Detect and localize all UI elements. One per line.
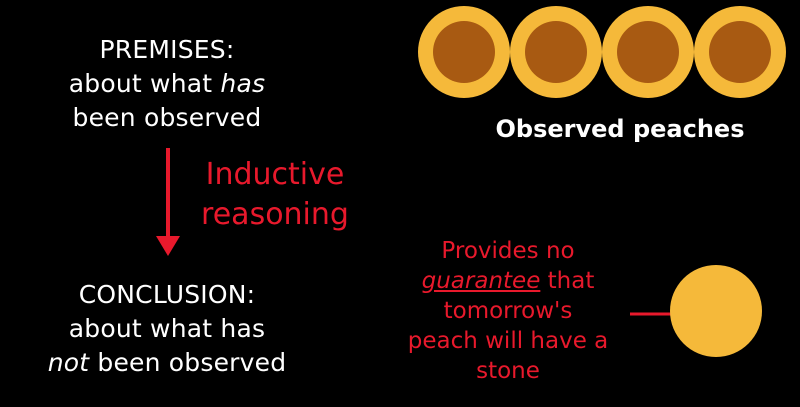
conclusion-line-3: not been observed	[47, 348, 287, 377]
peach-stone	[433, 21, 495, 83]
peach-icon	[694, 6, 786, 98]
guarantee-emphasis: guarantee	[421, 268, 541, 294]
conclusion-text: CONCLUSION: about what has not been obse…	[22, 278, 312, 380]
peach-stone	[525, 21, 587, 83]
guarantee-text: Provides no guarantee that tomorrow's pe…	[407, 238, 609, 384]
peach-icon	[602, 6, 694, 98]
premises-emphasis: has	[220, 69, 266, 98]
peach-stone	[617, 21, 679, 83]
peach-icon	[510, 6, 602, 98]
premises-text: PREMISES: about what has been observed	[22, 33, 312, 135]
peach-icon	[418, 6, 510, 98]
observed-peaches-label: Observed peaches	[495, 115, 745, 143]
peach-stone	[709, 21, 771, 83]
conclusion-line-2: about what has	[68, 314, 266, 343]
premises-line-2: about what has	[68, 69, 266, 98]
tomorrow-peach-icon	[670, 265, 762, 357]
premises-line-3: been observed	[72, 103, 262, 132]
down-arrow-icon	[156, 148, 180, 256]
conclusion-heading: CONCLUSION:	[78, 280, 256, 309]
conclusion-emphasis: not	[47, 348, 90, 377]
inductive-reasoning-label: Inductive reasoning	[201, 157, 349, 232]
premises-heading: PREMISES:	[99, 35, 235, 64]
